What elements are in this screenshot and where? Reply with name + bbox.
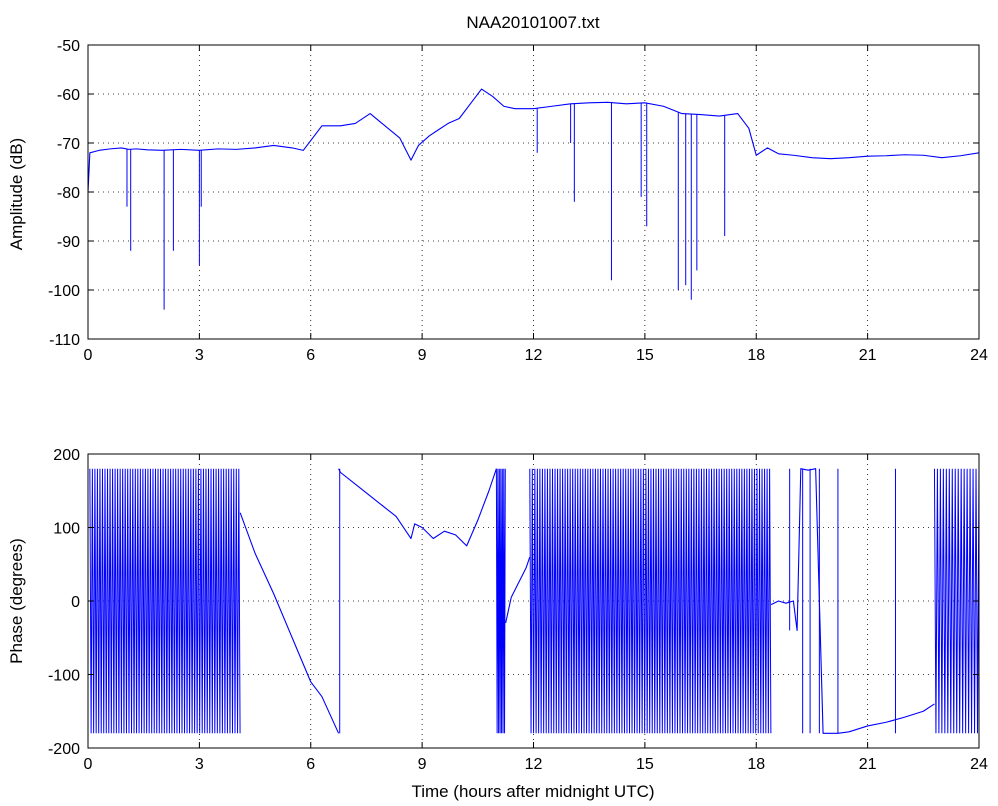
phase-series-line-0 xyxy=(239,512,340,734)
phase-y-tick-label: 200 xyxy=(53,447,80,464)
amplitude-y-tick-label: -50 xyxy=(57,38,80,55)
phase-x-tick-label: 9 xyxy=(418,756,427,773)
amplitude-x-tick-label: 15 xyxy=(636,347,654,364)
phase-data xyxy=(89,468,980,734)
amplitude-y-tick-label: -60 xyxy=(57,87,80,104)
amplitude-x-tick-label: 24 xyxy=(970,347,988,364)
phase-y-tick-label: -200 xyxy=(48,741,80,758)
amplitude-y-tick-label: -70 xyxy=(57,136,80,153)
amplitude-x-tick-label: 18 xyxy=(747,347,765,364)
phase-ticks: 0 3 6 9 12 15 18 21 24 200 100 0 -100 -200 xyxy=(48,447,988,773)
phase-x-tick-label: 24 xyxy=(970,756,988,773)
phase-x-tick-label: 6 xyxy=(306,756,315,773)
phase-wrap-region-1 xyxy=(495,468,506,734)
amplitude-grid xyxy=(88,45,979,339)
phase-wrap-region-3 xyxy=(933,468,980,734)
phase-y-tick-label: 100 xyxy=(53,521,80,538)
phase-series-line-2 xyxy=(505,556,531,624)
phase-y-tick-label: -100 xyxy=(48,668,80,685)
amplitude-y-tick-label: -100 xyxy=(48,283,80,300)
phase-x-tick-label: 12 xyxy=(525,756,543,773)
phase-x-tick-label: 18 xyxy=(747,756,765,773)
amplitude-y-tick-label: -80 xyxy=(57,185,80,202)
amplitude-x-tick-label: 12 xyxy=(525,347,543,364)
amplitude-y-tick-label: -110 xyxy=(49,332,80,349)
phase-x-tick-label: 21 xyxy=(859,756,877,773)
phase-y-axis-label: Phase (degrees) xyxy=(7,538,26,664)
amplitude-ticks: 0 3 6 9 12 15 18 21 24 -50 -60 -70 -80 -90 -100 -110 xyxy=(48,38,988,364)
amplitude-chart-title: NAA20101007.txt xyxy=(466,13,600,32)
amplitude-x-tick-label: 0 xyxy=(84,347,93,364)
phase-y-tick-label: 0 xyxy=(71,594,80,611)
phase-x-tick-label: 15 xyxy=(636,756,654,773)
amplitude-x-tick-label: 21 xyxy=(859,347,877,364)
phase-x-tick-label: 0 xyxy=(84,756,93,773)
phase-series-line-1 xyxy=(338,468,497,547)
phase-panel: Phase (degrees) Time (hours after midnig… xyxy=(7,447,988,801)
phase-wrap-region-0 xyxy=(89,468,241,734)
phase-wrap-region-2 xyxy=(529,468,772,734)
phase-x-axis-label: Time (hours after midnight UTC) xyxy=(411,782,654,801)
amplitude-x-tick-label: 9 xyxy=(418,347,427,364)
amplitude-data xyxy=(87,88,980,310)
amplitude-x-tick-label: 3 xyxy=(195,347,204,364)
phase-x-tick-label: 3 xyxy=(195,756,204,773)
amplitude-y-tick-label: -90 xyxy=(57,234,80,251)
amplitude-x-tick-label: 6 xyxy=(306,347,315,364)
amplitude-series-line-0 xyxy=(87,88,980,193)
amplitude-panel: NAA20101007.txt Amplitude (dB) 0 3 6 9 12 15 1… xyxy=(7,13,988,364)
amplitude-y-axis-label: Amplitude (dB) xyxy=(7,138,26,250)
